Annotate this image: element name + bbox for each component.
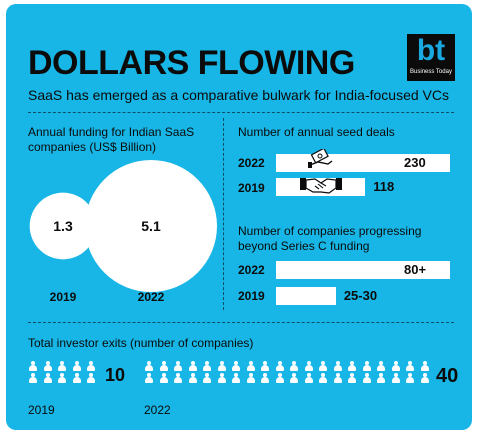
- person-icon: [43, 361, 53, 371]
- person-icon: [159, 373, 169, 383]
- cash-in-hand-icon: [308, 149, 333, 168]
- exits-total-2019: 10: [105, 365, 126, 385]
- person-icon: [57, 361, 67, 371]
- exits-year-2019: 2019: [28, 403, 55, 417]
- logo-mark: bt: [416, 34, 446, 67]
- series-c-value-label-2022: 80+: [404, 262, 427, 277]
- person-icon: [420, 361, 430, 371]
- person-icon: [318, 361, 328, 371]
- seed-deals-year-2022: 2022: [238, 156, 265, 170]
- person-icon: [304, 373, 314, 383]
- series-c-value-label-2019: 25-30: [343, 288, 378, 303]
- person-icon: [217, 373, 227, 383]
- person-icon: [28, 373, 38, 383]
- funding-year-label-2022: 2022: [138, 290, 165, 304]
- funding-value-label-2022: 5.1: [141, 218, 161, 234]
- person-icon: [217, 361, 227, 371]
- person-icon: [28, 361, 38, 371]
- person-icon: [347, 361, 357, 371]
- person-icon: [275, 361, 285, 371]
- series-c-year-2019: 2019: [238, 289, 265, 303]
- person-icon: [405, 373, 415, 383]
- person-icon: [57, 373, 67, 383]
- series-c-year-2022: 2022: [238, 263, 265, 277]
- funding-bubble-2022: [85, 160, 217, 292]
- person-icon: [304, 361, 314, 371]
- person-icon: [376, 361, 386, 371]
- person-icon: [318, 373, 328, 383]
- person-icon: [43, 373, 53, 383]
- seed-deals-value-label-2022: 230: [404, 155, 426, 170]
- person-icon: [260, 361, 270, 371]
- series-c-bar-2022: [276, 261, 450, 279]
- person-icon: [173, 361, 183, 371]
- person-icon: [202, 373, 212, 383]
- person-icon: [188, 361, 198, 371]
- seed-deals-heading: Number of annual seed deals: [238, 125, 395, 139]
- person-icon: [333, 361, 343, 371]
- seed-deals-value-label-2019: 118: [373, 179, 395, 194]
- person-icon: [405, 361, 415, 371]
- funding-heading: Annual funding for Indian SaaS companies…: [28, 125, 195, 154]
- person-icon: [231, 361, 241, 371]
- person-icon: [347, 373, 357, 383]
- funding-value-label-2019: 1.3: [53, 218, 73, 234]
- page-title: DOLLARS FLOWING: [28, 44, 355, 82]
- divider-top: [28, 112, 454, 113]
- person-icon: [289, 361, 299, 371]
- person-icon: [86, 361, 96, 371]
- person-icon: [173, 373, 183, 383]
- person-icon: [333, 373, 343, 383]
- person-icon: [362, 361, 372, 371]
- person-icon: [246, 361, 256, 371]
- person-icon: [391, 361, 401, 371]
- handshake-icon: [300, 178, 342, 194]
- funding-bubble-2019: [29, 192, 97, 260]
- person-icon: [275, 373, 285, 383]
- business-today-logo: bt Business Today: [407, 34, 455, 81]
- person-icon: [362, 373, 372, 383]
- person-icon: [246, 373, 256, 383]
- infographic-panel: DOLLARS FLOWING SaaS has emerged as a co…: [6, 4, 472, 430]
- person-icon: [289, 373, 299, 383]
- person-icon: [260, 373, 270, 383]
- person-icon: [72, 361, 82, 371]
- divider-vertical: [223, 118, 224, 310]
- divider-bottom: [28, 322, 454, 323]
- seed-deals-year-2019: 2019: [238, 181, 265, 195]
- person-icon: [72, 373, 82, 383]
- person-icon: [202, 361, 212, 371]
- funding-year-label-2019: 2019: [50, 290, 77, 304]
- person-icon: [420, 373, 430, 383]
- exits-total-2022: 40: [436, 365, 459, 387]
- person-icon: [188, 373, 198, 383]
- logo-tagline: Business Today: [410, 69, 452, 75]
- series-c-heading: Number of companies progressing beyond S…: [238, 224, 422, 253]
- page-subtitle: SaaS has emerged as a comparative bulwar…: [28, 87, 449, 103]
- series-c-bar-2019: [276, 287, 336, 305]
- exits-year-2022: 2022: [144, 403, 171, 417]
- person-icon: [144, 373, 154, 383]
- person-icon: [159, 361, 169, 371]
- person-icon: [86, 373, 96, 383]
- person-icon: [231, 373, 241, 383]
- funding-bubble-chart: 1.3 2019 5.1 2022: [29, 160, 217, 304]
- exits-heading: Total investor exits (number of companie…: [28, 336, 254, 350]
- person-icon: [391, 373, 401, 383]
- person-icon: [376, 373, 386, 383]
- person-icon: [144, 361, 154, 371]
